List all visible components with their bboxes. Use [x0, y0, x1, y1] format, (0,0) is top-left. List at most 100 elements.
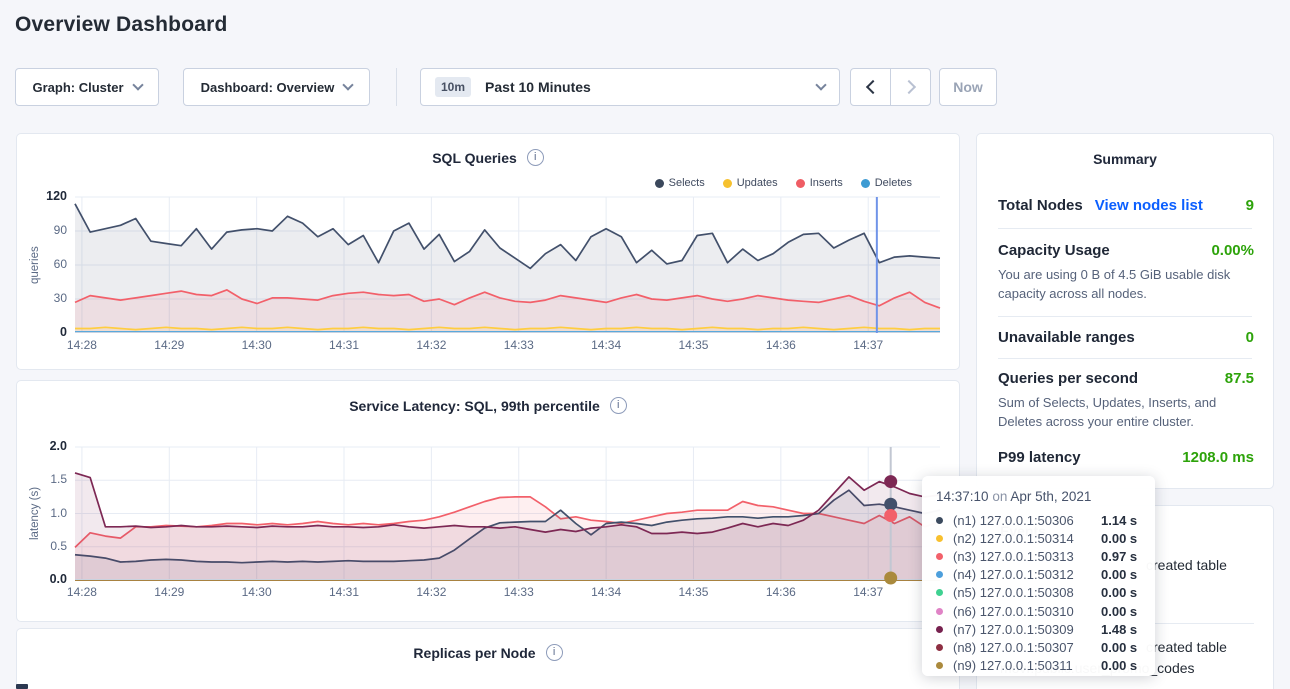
now-button[interactable]: Now [939, 68, 997, 106]
legend-item[interactable]: Updates [723, 177, 778, 189]
tooltip-node-value: 0.00 s [1101, 604, 1137, 619]
chevron-right-icon [901, 80, 915, 94]
chevron-down-icon [815, 79, 826, 90]
tooltip-row: (n8) 127.0.0.1:503070.00 s [936, 638, 1141, 656]
series-dot-icon [936, 662, 943, 669]
divider [998, 358, 1252, 359]
view-nodes-list-link[interactable]: View nodes list [1095, 197, 1203, 214]
tooltip-node-value: 0.00 s [1101, 585, 1137, 600]
chart-title-replicas-per-node: Replicas per Node [413, 645, 535, 661]
series-dot-icon [936, 535, 943, 542]
summary-description: You are using 0 B of 4.5 GiB usable disk… [998, 265, 1256, 303]
x-axis-tick: 14:30 [227, 338, 287, 352]
toolbar-divider [396, 68, 397, 106]
x-axis-tick: 14:31 [314, 338, 374, 352]
x-axis-tick: 14:34 [576, 585, 636, 599]
chart-legend: Selects Updates Inserts Deletes [560, 177, 912, 189]
tooltip-row: (n3) 127.0.0.1:503130.97 s [936, 547, 1141, 565]
overview-dashboard-page: Overview Dashboard Graph: Cluster Dashbo… [0, 0, 1290, 689]
range-label: Past 10 Minutes [485, 79, 591, 95]
chart-title-sql-queries: SQL Queries [432, 150, 517, 166]
tooltip-row: (n6) 127.0.0.1:503100.00 s [936, 602, 1141, 620]
graph-dropdown[interactable]: Graph: Cluster [15, 68, 159, 106]
x-axis-tick: 14:33 [489, 338, 549, 352]
chart-canvas [75, 447, 940, 580]
tooltip-node-value: 0.00 s [1101, 640, 1137, 655]
x-axis-tick: 14:35 [663, 585, 723, 599]
legend-dot-icon [861, 179, 870, 188]
series-dot-icon [936, 589, 943, 596]
summary-row-queries-per-second: Queries per second 87.5 [998, 370, 1254, 387]
tooltip-node-value: 1.14 s [1101, 513, 1137, 528]
legend-dot-icon [655, 179, 664, 188]
sql-queries-chart[interactable]: 030609012014:2814:2914:3014:3114:3214:33… [75, 197, 940, 333]
tooltip-node-label: (n9) 127.0.0.1:50311 [953, 658, 1101, 673]
chevron-left-icon [865, 80, 879, 94]
prev-range-button[interactable] [851, 69, 890, 105]
x-axis-tick: 14:36 [751, 585, 811, 599]
tooltip-node-value: 1.48 s [1101, 622, 1137, 637]
info-icon[interactable]: i [546, 644, 563, 661]
series-dot-icon [936, 626, 943, 633]
tooltip-node-label: (n2) 127.0.0.1:50314 [953, 531, 1101, 546]
legend-item[interactable]: Inserts [796, 177, 843, 189]
legend-label: Inserts [810, 177, 843, 189]
tooltip-node-label: (n6) 127.0.0.1:50310 [953, 604, 1101, 619]
legend-item[interactable]: Selects [655, 177, 705, 189]
series-dot-icon [936, 553, 943, 560]
x-axis-tick: 14:37 [838, 338, 898, 352]
chevron-down-icon [132, 79, 143, 90]
divider [998, 316, 1252, 317]
legend-label: Selects [669, 177, 705, 189]
clipped-axis-label [16, 684, 28, 689]
page-title: Overview Dashboard [15, 13, 228, 37]
tooltip-node-value: 0.97 s [1101, 549, 1137, 564]
tooltip-node-value: 0.00 s [1101, 531, 1137, 546]
event-item[interactable]: created table [1146, 557, 1227, 573]
tooltip-node-value: 0.00 s [1101, 567, 1137, 582]
x-axis-tick: 14:36 [751, 338, 811, 352]
series-dot-icon [936, 608, 943, 615]
summary-label: P99 latency [998, 449, 1081, 466]
x-axis-tick: 14:28 [52, 585, 112, 599]
summary-row-p99-latency: P99 latency 1208.0 ms [998, 449, 1254, 466]
y-axis-label: queries [29, 197, 41, 333]
summary-label: Unavailable ranges [998, 329, 1135, 346]
summary-row-capacity-usage: Capacity Usage 0.00% [998, 242, 1254, 259]
tooltip-rows: (n1) 127.0.0.1:503061.14 s(n2) 127.0.0.1… [936, 511, 1141, 675]
tooltip-node-label: (n5) 127.0.0.1:50308 [953, 585, 1101, 600]
tooltip-row: (n7) 127.0.0.1:503091.48 s [936, 620, 1141, 638]
tooltip-timestamp: 14:37:10 on Apr 5th, 2021 [936, 489, 1141, 504]
tooltip-row: (n5) 127.0.0.1:503080.00 s [936, 584, 1141, 602]
summary-value: 87.5 [1225, 370, 1254, 387]
legend-dot-icon [796, 179, 805, 188]
next-range-button[interactable] [890, 69, 930, 105]
x-axis-tick: 14:35 [663, 338, 723, 352]
chart-canvas [75, 197, 940, 333]
legend-label: Updates [737, 177, 778, 189]
service-latency-chart[interactable]: 0.00.51.01.52.014:2814:2914:3014:3114:32… [75, 447, 940, 580]
dashboard-dropdown[interactable]: Dashboard: Overview [183, 68, 370, 106]
event-item[interactable]: created table [1146, 639, 1227, 655]
chart-tooltip: 14:37:10 on Apr 5th, 2021 (n1) 127.0.0.1… [922, 476, 1155, 676]
legend-item[interactable]: Deletes [861, 177, 912, 189]
summary-label: Total Nodes [998, 197, 1083, 214]
time-range-dropdown[interactable]: 10m Past 10 Minutes [420, 68, 840, 106]
summary-label: Queries per second [998, 370, 1138, 387]
info-icon[interactable]: i [610, 397, 627, 414]
x-axis-tick: 14:29 [139, 338, 199, 352]
x-axis-tick: 14:37 [838, 585, 898, 599]
tooltip-row: (n9) 127.0.0.1:503110.00 s [936, 657, 1141, 675]
tooltip-node-label: (n8) 127.0.0.1:50307 [953, 640, 1101, 655]
summary-value: 0 [1246, 329, 1254, 346]
summary-title: Summary [976, 151, 1274, 167]
summary-row-total-nodes: Total Nodes View nodes list 9 [998, 197, 1254, 214]
divider [998, 228, 1252, 229]
range-badge: 10m [435, 77, 471, 97]
y-axis-label: latency (s) [29, 447, 41, 580]
chart-title-service-latency: Service Latency: SQL, 99th percentile [349, 398, 600, 414]
info-icon[interactable]: i [527, 149, 544, 166]
summary-value: 1208.0 ms [1182, 449, 1254, 466]
legend-label: Deletes [875, 177, 912, 189]
summary-label: Capacity Usage [998, 242, 1110, 259]
